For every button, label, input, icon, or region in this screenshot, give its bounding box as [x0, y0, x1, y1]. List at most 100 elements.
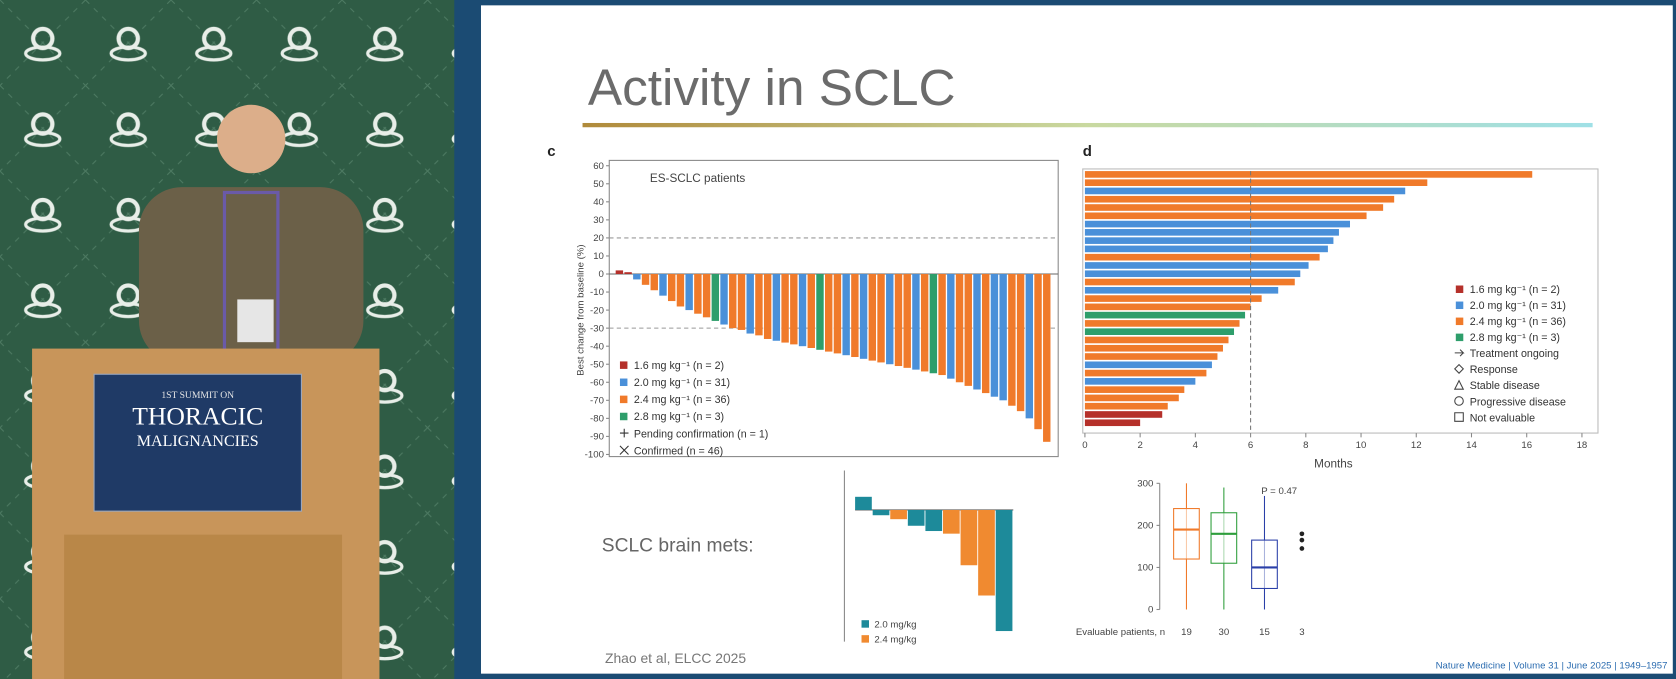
legend-swatch	[619, 378, 628, 387]
bar	[641, 274, 650, 285]
swimmer-bar	[1084, 303, 1251, 311]
swimmer-bar	[1084, 386, 1185, 393]
legend-label: Response	[1470, 364, 1518, 376]
box	[1210, 512, 1238, 564]
y-tick-label: 300	[1137, 479, 1153, 490]
point	[1299, 546, 1305, 551]
legend-swatch	[619, 412, 628, 421]
panel-c-frame	[608, 159, 1059, 458]
bar	[955, 274, 964, 383]
legend-symbol	[619, 445, 629, 455]
bar	[694, 274, 702, 314]
swimmer-bar	[1084, 369, 1207, 377]
legend-label: 2.8 mg kg⁻¹ (n = 3)	[634, 411, 724, 423]
y-tick-label: 30	[593, 215, 604, 226]
sign-line: MALIGNANCIES	[137, 433, 259, 450]
bar	[790, 274, 798, 345]
bar	[781, 274, 789, 343]
legend-swatch	[619, 395, 628, 404]
swimmer-bar	[1084, 229, 1339, 236]
y-tick-label: -50	[590, 359, 604, 370]
legend-label: 2.4 mg/kg	[874, 635, 916, 646]
bar	[999, 274, 1007, 401]
swimmer-bar	[1084, 320, 1240, 327]
swimmer-bar	[1084, 328, 1235, 335]
row-label: Evaluable patients, n	[1076, 627, 1165, 638]
bar	[855, 496, 872, 510]
bar	[772, 274, 781, 341]
bar	[947, 274, 955, 379]
x-tick-label: 18	[1577, 440, 1588, 451]
panel-label: c	[547, 143, 555, 160]
legend-symbol	[1454, 349, 1465, 357]
y-tick-label: -10	[590, 287, 604, 298]
swimmer-bar	[1084, 270, 1301, 278]
bar	[859, 274, 868, 359]
bar	[978, 509, 995, 596]
swimmer-bar	[1084, 245, 1328, 253]
y-tick-label: -70	[590, 396, 604, 407]
bar	[702, 274, 711, 318]
brain-mets-label: SCLC brain mets:	[602, 536, 754, 557]
swimmer-bar	[1084, 171, 1533, 178]
bar	[912, 274, 920, 370]
bar	[990, 274, 999, 397]
y-tick-label: -80	[590, 414, 604, 425]
bar	[615, 270, 624, 275]
bar	[720, 274, 728, 325]
swimmer-bar	[1084, 419, 1141, 427]
swimmer-bar	[1084, 220, 1350, 228]
bar	[907, 509, 925, 526]
bar	[925, 509, 943, 532]
bar	[942, 509, 960, 534]
x-tick-label: 0	[1082, 440, 1087, 451]
legend-swatch	[1455, 301, 1464, 310]
bar	[650, 274, 658, 291]
bar	[763, 274, 772, 339]
legend-label: 1.6 mg kg⁻¹ (n = 2)	[1470, 284, 1560, 296]
x-tick-label: 2	[1137, 440, 1142, 451]
swimmer-bar	[1084, 212, 1367, 220]
podium-sign	[93, 373, 302, 512]
bar	[711, 274, 720, 321]
y-tick-label: -100	[585, 450, 604, 461]
legend-swatch	[1455, 285, 1464, 293]
bar	[868, 274, 877, 361]
swimmer-bar	[1084, 402, 1168, 410]
legend-symbol	[1454, 412, 1464, 422]
slide	[480, 5, 1673, 674]
legend-swatch	[619, 361, 628, 369]
bar	[877, 274, 885, 363]
bar	[960, 509, 978, 566]
bar	[755, 274, 763, 336]
bar	[894, 274, 903, 367]
y-tick-label: -20	[590, 305, 604, 316]
row-value: 30	[1219, 627, 1230, 638]
x-axis-label: Months	[1314, 457, 1353, 470]
bar	[798, 274, 807, 347]
swimmer-bar	[1084, 253, 1320, 261]
swimmer-bar	[1084, 179, 1428, 186]
bar	[825, 274, 833, 352]
annotation: ES-SCLC patients	[650, 172, 745, 185]
x-tick-label: 8	[1303, 440, 1308, 451]
x-tick-label: 16	[1521, 440, 1532, 451]
y-tick-label: -90	[590, 432, 604, 443]
box	[1173, 508, 1200, 560]
bar	[737, 274, 746, 330]
title-rule	[582, 122, 1593, 128]
legend-label: 2.0 mg kg⁻¹ (n = 31)	[1470, 300, 1566, 312]
point	[1299, 537, 1305, 543]
swimmer-bar	[1084, 353, 1218, 360]
swimmer-bar	[1084, 394, 1179, 402]
swimmer-bar	[1084, 262, 1309, 269]
bar	[872, 509, 890, 516]
point	[1299, 531, 1305, 537]
bar	[729, 274, 737, 329]
bar	[851, 274, 859, 358]
bar	[903, 274, 911, 368]
y-tick-label: 10	[593, 251, 604, 262]
